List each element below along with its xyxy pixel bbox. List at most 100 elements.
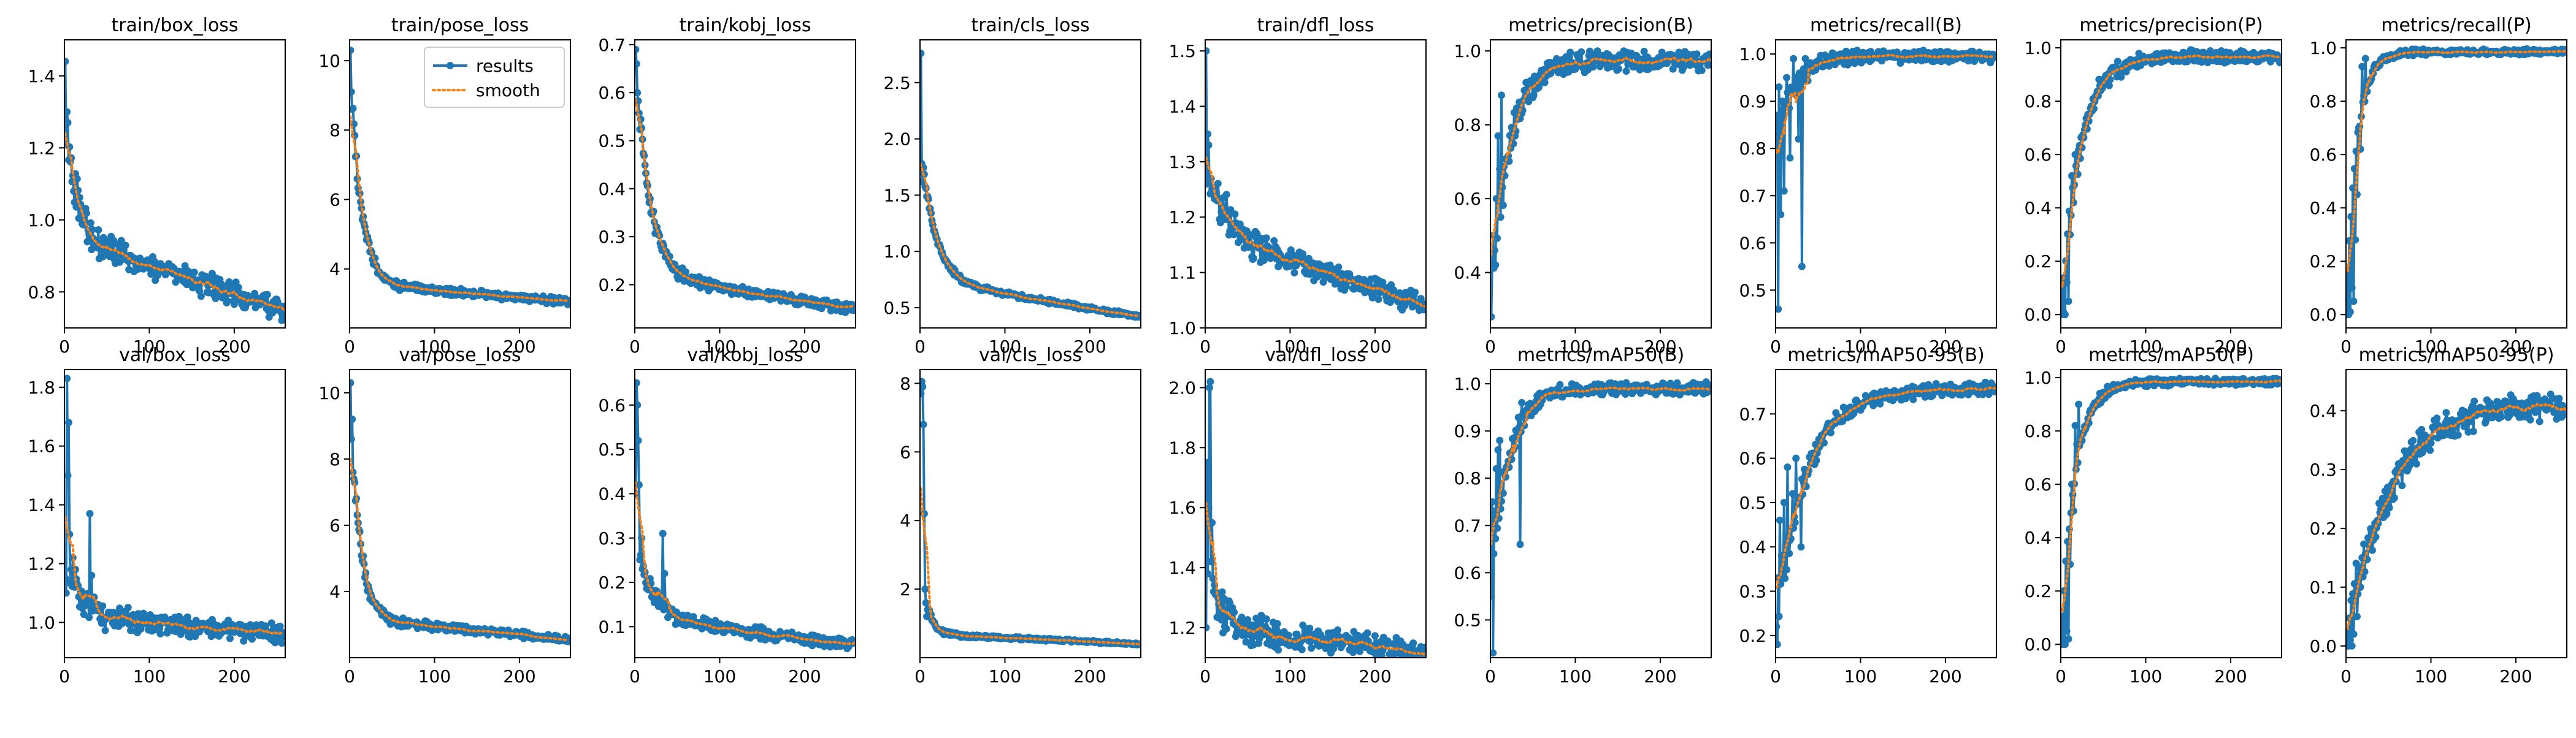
- legend-results-label: results: [476, 56, 534, 76]
- y-tick-label: 0.8: [2024, 91, 2052, 112]
- data-point: [1223, 191, 1230, 198]
- data-point: [1493, 525, 1501, 532]
- data-point: [125, 604, 132, 611]
- y-tick-label: 2.0: [883, 129, 911, 150]
- data-point: [1784, 463, 1791, 471]
- x-tick-label: 0: [2340, 337, 2352, 357]
- data-point: [2075, 401, 2082, 408]
- results-markers: [917, 50, 1143, 321]
- x-tick-label: 0: [1200, 337, 1211, 357]
- y-tick-label: 0.1: [2309, 577, 2337, 598]
- data-point: [1290, 269, 1298, 276]
- y-tick-label: 4: [329, 582, 340, 602]
- y-tick-label: 0.5: [1739, 280, 1766, 300]
- data-point: [1298, 646, 1306, 653]
- data-point: [1781, 188, 1788, 195]
- y-tick-label: 0.3: [1739, 582, 1766, 602]
- y-tick-label: 0.6: [2024, 145, 2052, 165]
- plot-area: [61, 58, 287, 324]
- y-tick-label: 0.4: [1739, 537, 1766, 557]
- y-tick-label: 6: [329, 515, 340, 536]
- legend: results smooth: [424, 47, 564, 107]
- y-tick-label: 1.0: [2309, 38, 2337, 58]
- data-point: [633, 379, 640, 387]
- data-point: [1223, 625, 1230, 633]
- data-point: [1693, 50, 1701, 58]
- x-tick-label: 0: [914, 337, 926, 357]
- results-markers: [2058, 375, 2283, 648]
- data-point: [1792, 82, 1799, 89]
- data-point: [2276, 59, 2283, 66]
- y-tick-label: 0.9: [1454, 421, 1481, 441]
- x-tick-label: 200: [503, 666, 535, 687]
- data-point: [1205, 142, 1213, 149]
- y-tick-label: 0.4: [2309, 198, 2337, 218]
- data-point: [2065, 298, 2072, 305]
- data-point: [1420, 658, 1427, 665]
- data-point: [2455, 432, 2462, 439]
- x-tick-label: 200: [1073, 666, 1106, 687]
- plot-area: [632, 46, 857, 316]
- data-point: [1492, 261, 1499, 268]
- data-point: [86, 510, 94, 517]
- y-tick-label: 0.7: [1739, 404, 1766, 424]
- plot-area: [1487, 47, 1713, 321]
- panel-title: metrics/recall(B): [1810, 15, 1962, 36]
- y-tick-label: 0.8: [2024, 421, 2052, 441]
- data-point: [87, 219, 94, 227]
- data-point: [1792, 455, 1800, 462]
- x-tick-label: 0: [1770, 337, 1781, 357]
- data-point: [2353, 613, 2361, 620]
- data-point: [2442, 409, 2450, 416]
- results-line: [2061, 378, 2280, 644]
- x-tick-label: 200: [1644, 666, 1676, 687]
- data-point: [1414, 658, 1421, 666]
- plot-area: [1202, 378, 1428, 667]
- data-point: [1495, 446, 1502, 454]
- data-point: [1498, 91, 1505, 99]
- panel-title: metrics/recall(P): [2381, 15, 2532, 36]
- data-point: [347, 47, 354, 54]
- data-point: [1774, 641, 1781, 648]
- y-tick-label: 2.5: [883, 73, 911, 93]
- legend-smooth-label: smooth: [476, 80, 540, 101]
- data-point: [2348, 284, 2356, 292]
- data-point: [2470, 428, 2477, 435]
- data-point: [64, 472, 72, 479]
- data-point: [1623, 67, 1630, 75]
- data-point: [1909, 396, 1917, 403]
- y-tick-label: 0.7: [1739, 186, 1766, 206]
- data-point: [632, 46, 639, 53]
- y-tick-label: 0.2: [598, 573, 626, 593]
- data-point: [2471, 398, 2478, 405]
- data-point: [1781, 575, 1788, 582]
- data-point: [1420, 644, 1428, 651]
- panel-title: metrics/mAP50(B): [1517, 344, 1684, 366]
- results-markers: [1202, 47, 1428, 314]
- data-point: [2391, 494, 2398, 501]
- data-point: [347, 379, 354, 387]
- y-tick-label: 0.6: [2024, 474, 2052, 495]
- results-markers: [2058, 46, 2283, 318]
- data-point: [661, 570, 669, 577]
- data-point: [1517, 541, 1524, 548]
- y-tick-label: 1.5: [883, 185, 911, 205]
- data-point: [1698, 67, 1706, 74]
- data-point: [2369, 547, 2376, 554]
- results-markers: [61, 58, 287, 324]
- data-point: [94, 226, 102, 234]
- data-point: [1206, 378, 1214, 386]
- smooth-line: [635, 100, 854, 308]
- smooth-line: [1776, 55, 1995, 153]
- plot-area: [2343, 45, 2569, 319]
- data-point: [2350, 298, 2358, 305]
- data-point: [850, 306, 857, 314]
- data-point: [1371, 632, 1379, 639]
